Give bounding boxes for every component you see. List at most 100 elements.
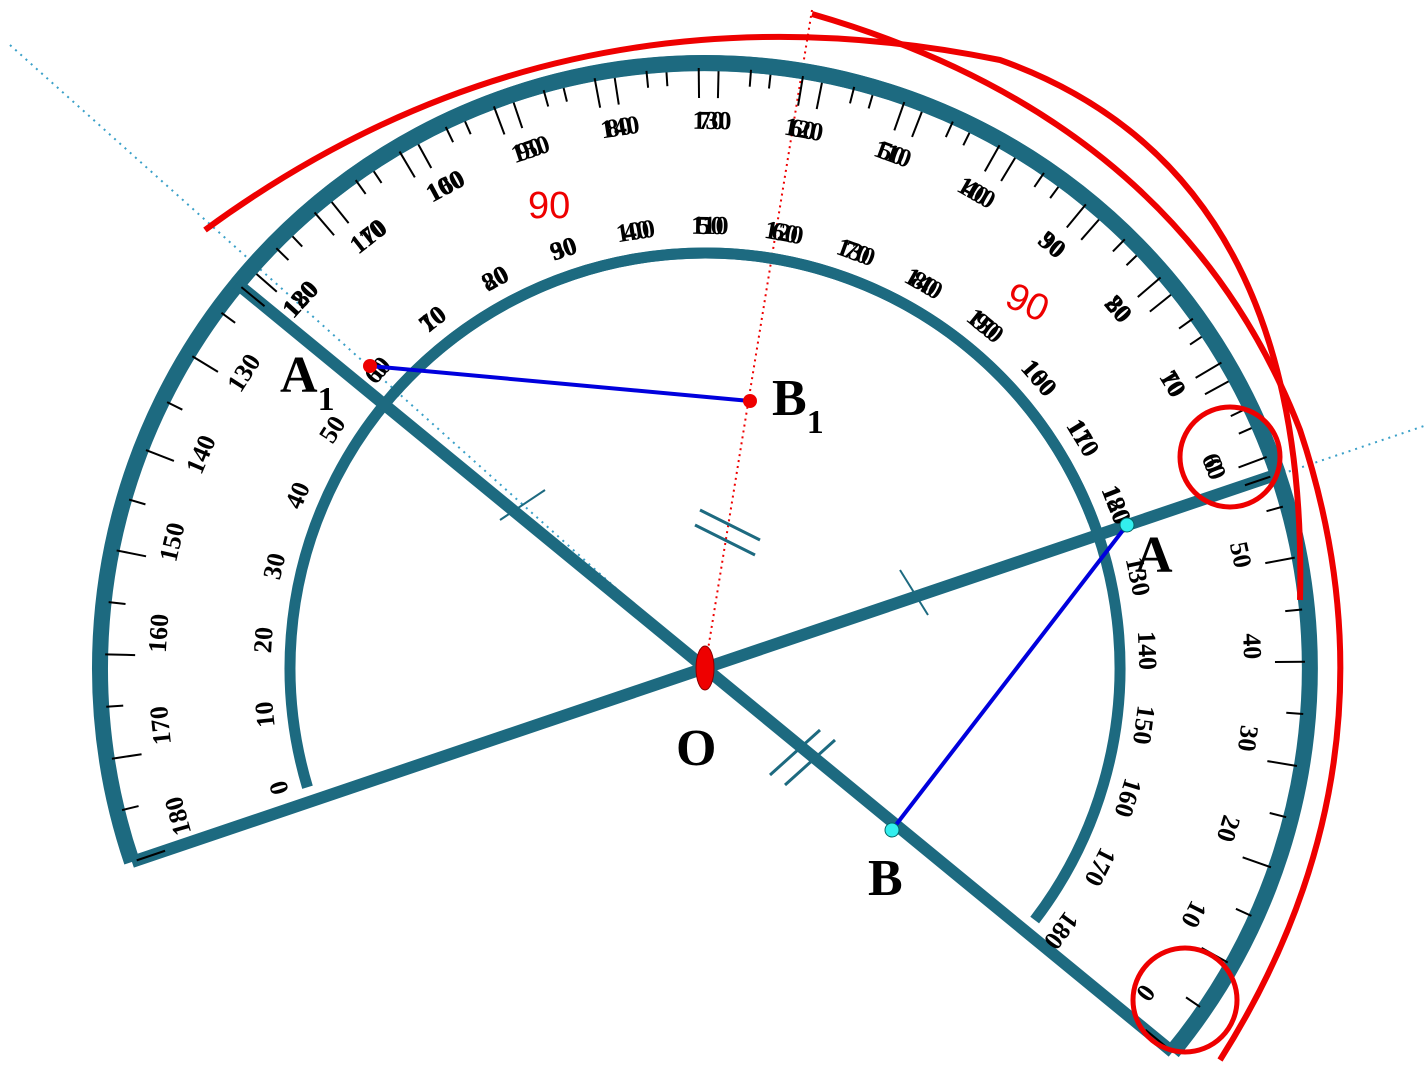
point-a1 xyxy=(363,359,377,373)
scale-tick xyxy=(894,102,904,130)
scale-label: 120 xyxy=(782,112,826,148)
scale-tick xyxy=(105,654,135,655)
scale-tick xyxy=(146,450,174,461)
scale-label: 80 xyxy=(1099,290,1138,329)
scale-label: 40 xyxy=(621,214,651,247)
protractor-inner-arc xyxy=(394,253,1120,920)
scale-tick xyxy=(1286,713,1303,714)
scale-label: 40 xyxy=(279,478,316,513)
scale-label: 50 xyxy=(1224,539,1258,570)
scale-tick xyxy=(417,142,431,168)
scale-label: 10 xyxy=(1175,896,1213,932)
scale-tick xyxy=(1001,155,1017,181)
scale-label: 0 xyxy=(263,778,294,798)
scale-label: 20 xyxy=(477,259,514,297)
scale-label: 130 xyxy=(692,106,731,135)
scale-label: 20 xyxy=(1211,812,1246,845)
scale-tick xyxy=(330,200,349,223)
subscript: 1 xyxy=(807,404,824,441)
point-label: A xyxy=(1135,527,1173,584)
angle-mark: 90 xyxy=(528,185,570,227)
scale-tick xyxy=(1113,239,1125,251)
scale-label: 160 xyxy=(1108,775,1147,821)
scale-tick xyxy=(750,70,751,87)
point-a xyxy=(1120,518,1134,532)
scale-tick xyxy=(595,78,601,107)
scale-tick xyxy=(1205,380,1231,394)
point-b xyxy=(885,823,899,837)
scale-tick xyxy=(1267,761,1297,766)
scale-tick xyxy=(1243,857,1271,867)
scale-tick xyxy=(1179,319,1193,329)
scale-label: 150 xyxy=(154,520,191,565)
scale-label: 50 xyxy=(697,211,723,240)
scale-label: 140 xyxy=(1132,630,1163,670)
scale-label: 60 xyxy=(1196,449,1233,484)
scale-label: 150 xyxy=(1127,704,1161,746)
scale-tick xyxy=(946,122,953,137)
scale-tick xyxy=(1081,217,1101,240)
scale-tick xyxy=(614,75,619,105)
scale-tick xyxy=(446,127,453,142)
scale-tick xyxy=(106,706,123,707)
scale-label: 10 xyxy=(414,300,452,339)
scale-label: 160 xyxy=(143,613,174,654)
scale-label: 160 xyxy=(422,164,470,208)
scale-tick xyxy=(1034,173,1044,187)
label: B xyxy=(772,370,807,427)
scale-label: 20 xyxy=(248,626,279,654)
scale-label: 150 xyxy=(507,129,553,169)
scale-label: 70 xyxy=(1154,365,1192,402)
center-marker xyxy=(696,646,714,690)
scale-tick xyxy=(1186,997,1200,1007)
scale-tick xyxy=(1236,909,1251,916)
scale-tick xyxy=(400,152,415,178)
scale-label: 110 xyxy=(1061,415,1105,462)
scale-label: 170 xyxy=(344,213,393,260)
scale-label: 60 xyxy=(769,216,800,249)
scale-tick xyxy=(167,402,182,410)
scale-tick xyxy=(798,76,803,106)
scale-tick xyxy=(494,106,505,134)
point-label: B1 xyxy=(772,370,824,441)
scale-tick xyxy=(117,550,146,556)
scale-label: 90 xyxy=(1033,225,1071,264)
scale-tick xyxy=(1265,558,1294,564)
diagram: 0102030405060708090100110120130140150160… xyxy=(0,0,1427,1066)
angle-mark: 90 xyxy=(999,275,1055,331)
subscript: 1 xyxy=(318,381,335,418)
scale-tick xyxy=(1150,293,1173,312)
scale-label: 140 xyxy=(180,431,222,478)
point-label: B xyxy=(868,850,903,907)
scale-tick xyxy=(315,212,335,235)
protractors: 0102030405060708090100110120130140150160… xyxy=(100,63,1310,1052)
label: A xyxy=(280,347,318,404)
scale-tick xyxy=(1138,278,1161,298)
scale-label: 30 xyxy=(547,231,581,267)
scale-label: 100 xyxy=(952,170,1000,215)
scale-tick xyxy=(356,180,366,194)
segment-a1b1 xyxy=(370,366,750,401)
scale-label: 140 xyxy=(598,110,641,145)
scale-tick xyxy=(1196,363,1222,378)
scale-tick xyxy=(112,754,142,759)
point-b1 xyxy=(743,394,757,408)
scale-label: 110 xyxy=(870,134,915,174)
scale-label: 30 xyxy=(1232,724,1264,754)
scale-tick xyxy=(817,80,823,109)
scale-tick xyxy=(718,68,719,98)
scale-tick xyxy=(192,356,218,372)
scale-label: 170 xyxy=(144,705,177,747)
scale-tick xyxy=(985,145,1000,171)
scale-label: 180 xyxy=(159,793,197,838)
scale-label: 30 xyxy=(257,550,291,582)
scale-tick xyxy=(513,100,523,128)
scale-tick xyxy=(129,500,145,505)
scale-label: 170 xyxy=(1079,843,1122,891)
scale-tick xyxy=(1239,457,1267,468)
point-label: O xyxy=(676,720,716,777)
scale-label: 130 xyxy=(221,348,266,396)
scale-tick xyxy=(1067,204,1086,227)
scale-tick xyxy=(221,313,235,323)
scale-label: 40 xyxy=(1237,633,1267,660)
